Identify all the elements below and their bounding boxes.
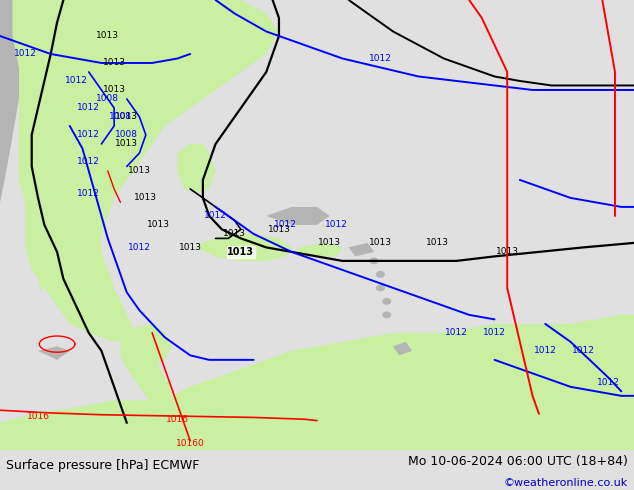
Text: 1013: 1013 — [318, 239, 341, 247]
Text: 1012: 1012 — [204, 211, 227, 220]
Circle shape — [377, 285, 384, 291]
Text: 1012: 1012 — [274, 220, 297, 229]
Circle shape — [370, 258, 378, 264]
Text: 1013: 1013 — [115, 112, 138, 122]
Text: Mo 10-06-2024 06:00 UTC (18+84): Mo 10-06-2024 06:00 UTC (18+84) — [408, 455, 628, 467]
Polygon shape — [38, 346, 70, 360]
Text: 1008: 1008 — [96, 95, 119, 103]
Circle shape — [383, 299, 391, 304]
Polygon shape — [197, 234, 292, 261]
Text: 1012: 1012 — [77, 189, 100, 198]
Text: 1012: 1012 — [14, 49, 37, 58]
Text: ©weatheronline.co.uk: ©weatheronline.co.uk — [503, 478, 628, 488]
Circle shape — [141, 406, 150, 413]
Text: 1013: 1013 — [268, 225, 290, 234]
Text: 1013: 1013 — [228, 247, 254, 257]
Text: 1012: 1012 — [128, 243, 151, 252]
Text: 1012: 1012 — [572, 346, 595, 355]
Circle shape — [122, 402, 131, 408]
Polygon shape — [178, 144, 216, 194]
Text: 1013: 1013 — [115, 140, 138, 148]
Polygon shape — [349, 243, 374, 256]
Polygon shape — [298, 243, 342, 256]
Polygon shape — [25, 171, 48, 293]
Polygon shape — [393, 342, 412, 355]
Text: 1012: 1012 — [65, 76, 87, 85]
Text: 1016: 1016 — [27, 412, 49, 420]
Text: 1013: 1013 — [223, 229, 246, 239]
Text: 1012: 1012 — [369, 54, 392, 63]
Text: 1013: 1013 — [147, 220, 170, 229]
Text: 1013: 1013 — [96, 31, 119, 41]
Text: 1013: 1013 — [128, 167, 151, 175]
Text: 1013: 1013 — [103, 58, 126, 68]
Text: 1012: 1012 — [483, 328, 506, 338]
Text: 1012: 1012 — [597, 378, 620, 387]
Text: 1016: 1016 — [166, 415, 189, 424]
Text: 1012: 1012 — [445, 328, 468, 338]
Text: 10160: 10160 — [176, 439, 205, 447]
Text: 1012: 1012 — [77, 103, 100, 113]
Text: 1013: 1013 — [134, 194, 157, 202]
Text: Surface pressure [hPa] ECMWF: Surface pressure [hPa] ECMWF — [6, 460, 200, 472]
Polygon shape — [266, 207, 330, 225]
Text: 1012: 1012 — [77, 130, 100, 140]
Text: 1012: 1012 — [325, 220, 347, 229]
Polygon shape — [13, 0, 279, 342]
Polygon shape — [120, 328, 171, 409]
Text: 1008: 1008 — [115, 130, 138, 140]
Text: 1013: 1013 — [179, 243, 202, 252]
Circle shape — [377, 271, 384, 277]
Text: 1013: 1013 — [426, 239, 449, 247]
Text: 1013: 1013 — [496, 247, 519, 256]
Circle shape — [383, 312, 391, 318]
Text: 1013: 1013 — [369, 239, 392, 247]
Polygon shape — [0, 0, 19, 202]
Text: 1013: 1013 — [103, 85, 126, 95]
Polygon shape — [127, 324, 171, 365]
Text: 1008: 1008 — [109, 112, 132, 122]
Text: 1012: 1012 — [77, 157, 100, 167]
Polygon shape — [0, 315, 634, 450]
Text: 1012: 1012 — [534, 346, 557, 355]
